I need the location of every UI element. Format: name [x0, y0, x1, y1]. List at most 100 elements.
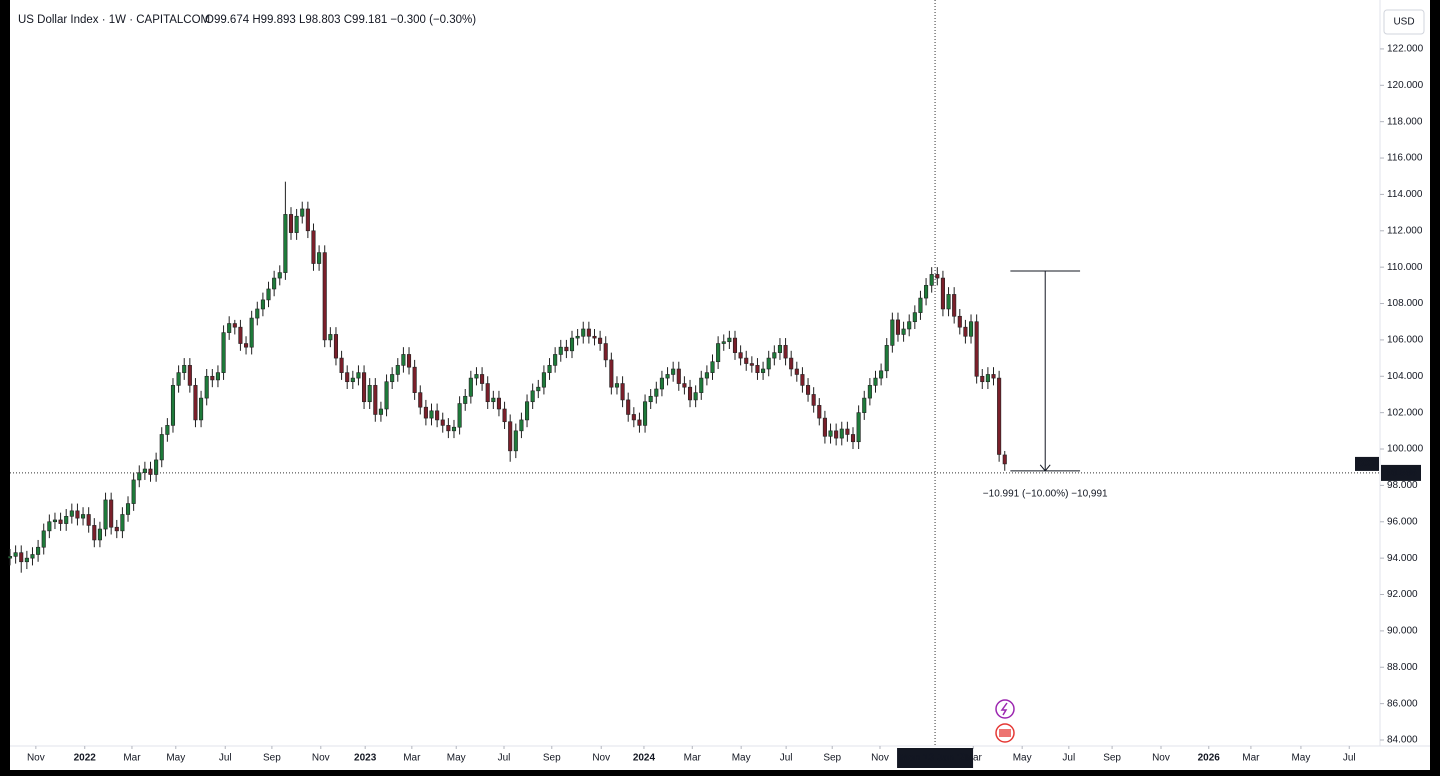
candle-body	[491, 397, 496, 403]
candle-body	[81, 514, 86, 519]
candles-layer	[7, 181, 1007, 573]
candle-body	[109, 499, 114, 528]
event-icons[interactable]	[995, 699, 1015, 743]
candle-body	[288, 214, 294, 233]
candle-body	[311, 230, 316, 264]
candle-body	[609, 359, 614, 388]
x-tick-label: May	[732, 753, 751, 764]
candle-body	[170, 385, 176, 426]
candle-body	[659, 377, 664, 390]
x-tick-label: Sep	[1103, 753, 1121, 764]
candle-body	[519, 419, 524, 432]
candle-body	[727, 337, 732, 343]
currency-box[interactable]	[1383, 9, 1425, 35]
y-tick-label: 114.000	[1387, 189, 1423, 200]
candle-body	[783, 345, 788, 359]
candle-body	[148, 468, 153, 475]
candle-body	[317, 252, 322, 264]
candle-body	[716, 343, 721, 363]
candle-body	[238, 326, 243, 344]
candle-body	[300, 208, 305, 217]
candle-body	[13, 552, 18, 557]
candle-body	[626, 399, 631, 415]
candle-body	[963, 326, 968, 337]
candle-body	[693, 392, 698, 401]
candle-body	[283, 214, 288, 273]
candle-body	[558, 346, 563, 355]
candle-body	[86, 514, 91, 526]
event-icon-glyph	[1000, 702, 1008, 716]
x-tick-label: Mar	[1242, 753, 1260, 764]
candle-body	[912, 312, 917, 323]
candle-body	[952, 294, 957, 317]
x-tick-label: 2023	[354, 753, 377, 764]
candle-body	[395, 365, 400, 375]
x-tick-label: 2024	[633, 753, 656, 764]
candle-body	[553, 354, 558, 366]
candle-body	[7, 556, 13, 559]
candle-body	[345, 372, 350, 383]
y-tick-label: 94.000	[1387, 553, 1418, 564]
symbol-box	[1355, 456, 1379, 471]
candle-body	[446, 425, 451, 432]
candle-body	[193, 385, 198, 421]
x-tick-label: Jul	[498, 753, 511, 764]
candle-body	[901, 328, 906, 335]
currency-label[interactable]: USD	[1393, 17, 1414, 28]
last-price-label: 98.686	[1386, 468, 1417, 479]
candle-body	[845, 428, 850, 435]
candle-body	[418, 392, 423, 408]
y-tick-label: 122.000	[1387, 44, 1424, 55]
y-tick-label: 116.000	[1387, 153, 1423, 164]
candle-body	[676, 368, 681, 384]
candle-body	[373, 385, 378, 415]
candle-body	[451, 426, 457, 432]
y-tick-label: 118.000	[1387, 116, 1423, 127]
candle-body	[586, 328, 591, 337]
candle-body	[120, 514, 125, 532]
candle-body	[525, 401, 530, 421]
symbol-label: DXY	[1357, 459, 1378, 470]
x-tick-label: May	[447, 753, 466, 764]
y-tick-label: 98.000	[1387, 480, 1418, 491]
candle-body	[232, 323, 237, 328]
candle-body	[710, 361, 715, 373]
candle-body	[738, 352, 743, 359]
y-tick-label: 100.000	[1387, 444, 1424, 455]
measure-arrow	[1039, 464, 1051, 472]
candle-body	[401, 354, 406, 366]
candle-body	[603, 343, 608, 361]
candle-body	[839, 428, 844, 439]
candle-body	[985, 374, 990, 383]
candle-body	[732, 337, 738, 353]
event-icon[interactable]	[995, 699, 1015, 719]
candle-body	[24, 557, 29, 563]
y-tick-label: 104.000	[1387, 371, 1424, 382]
candle-body	[789, 357, 794, 370]
candle-body	[114, 526, 119, 532]
candle-body	[249, 317, 254, 348]
y-tick-label: 86.000	[1387, 698, 1418, 709]
x-tick-label: 2022	[74, 753, 97, 764]
candle-body	[755, 365, 760, 373]
candle-body	[328, 334, 333, 341]
candle-body	[895, 319, 901, 335]
candle-body	[305, 208, 310, 232]
candle-body	[165, 425, 170, 435]
candle-body	[339, 357, 344, 373]
candle-body	[384, 381, 389, 410]
candle-body	[935, 274, 940, 279]
candle-body	[884, 345, 889, 372]
candle-body	[530, 390, 535, 403]
candle-body	[362, 372, 367, 403]
candle-body	[648, 395, 653, 403]
candle-body	[598, 337, 603, 344]
candle-body	[671, 368, 676, 375]
candle-body	[817, 405, 822, 419]
x-tick-label: Mar	[965, 753, 983, 764]
candle-body	[137, 472, 142, 481]
candle-body	[873, 377, 878, 386]
candle-body	[187, 365, 192, 386]
candle-body	[58, 519, 63, 524]
